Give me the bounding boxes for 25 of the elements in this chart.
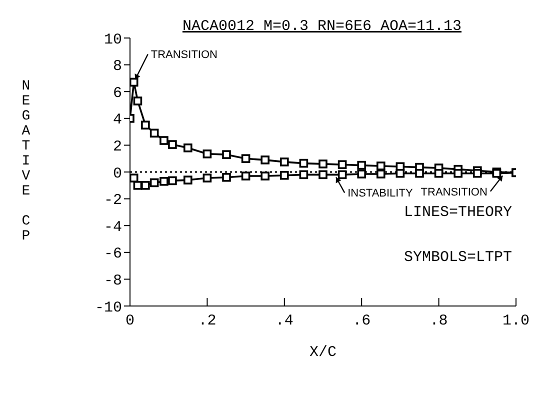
y-tick-label: -2 [104,192,122,210]
y-tick-label: -4 [104,218,122,236]
x-tick-label: 1.0 [502,312,530,330]
y-tick-label: 4 [112,112,122,129]
y-tick-label: -10 [94,299,122,316]
y-tick-label: 10 [104,31,122,48]
y-tick-label: -6 [104,246,122,263]
x-tick-label: .2 [198,312,216,330]
annotation: LINES=THEORY [404,204,512,221]
annotation: TRANSITION [420,186,488,198]
y-tick-label: 8 [112,58,122,76]
annotation: TRANSITION [150,49,218,62]
x-axis-title: X/C [309,344,337,361]
x-tick-label: .4 [275,312,294,330]
x-tick-label: .8 [430,312,448,330]
y-tick-label: 6 [112,84,122,102]
y-tick-label: -8 [104,272,122,290]
x-tick-label: 0 [125,312,135,330]
y-tick-label: 0 [112,165,122,182]
annotation: INSTABILITY [348,188,414,200]
text: NEGATIVE CP [22,78,30,244]
y-tick-label: 2 [112,138,122,156]
chart-title: NACA0012 M=0.3 RN=6E6 AOA=11.13 [182,18,462,35]
x-tick-label: .6 [352,312,371,330]
annotation: SYMBOLS=LTPT [404,249,512,266]
